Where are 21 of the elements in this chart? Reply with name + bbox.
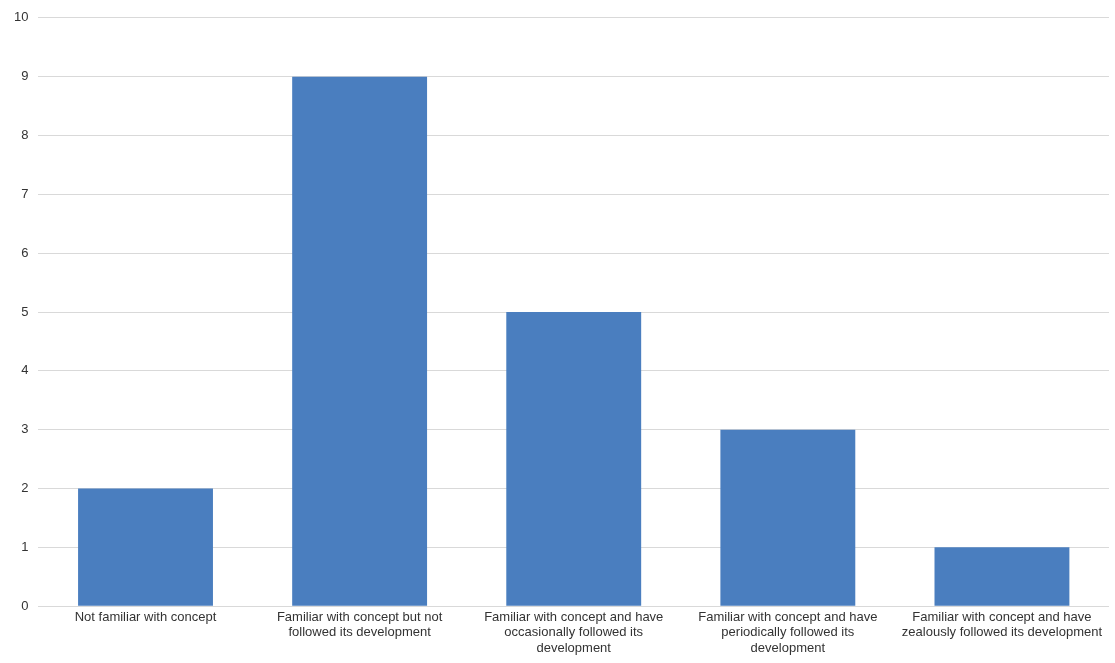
bar — [78, 488, 213, 606]
y-tick-label: 3 — [21, 421, 29, 437]
bar — [934, 547, 1070, 606]
x-tick-label: Not familiar with concept — [74, 608, 217, 624]
y-tick-label: 2 — [21, 480, 29, 496]
y-tick-label: 5 — [21, 303, 29, 319]
y-tick-label: 8 — [21, 127, 29, 143]
bar — [720, 429, 856, 606]
y-tick-label: 1 — [21, 538, 29, 554]
y-tick-label: 6 — [21, 244, 29, 260]
bar — [292, 76, 428, 606]
y-tick-label: 9 — [21, 68, 29, 84]
x-tick-label: Familiar with concept and have periodically followed its development — [698, 608, 878, 655]
bar — [506, 312, 642, 606]
y-tick-label: 0 — [21, 597, 29, 613]
y-tick-label: 10 — [13, 9, 29, 25]
x-tick-label: Familiar with concept and have zealously followed its development — [901, 608, 1103, 640]
y-tick-label: 7 — [21, 185, 29, 201]
y-tick-label: 4 — [21, 362, 29, 378]
x-tick-label: Familiar with concept but not followed its development — [276, 608, 443, 640]
x-tick-label: Familiar with concept and have occasionally followed its development — [484, 608, 664, 655]
